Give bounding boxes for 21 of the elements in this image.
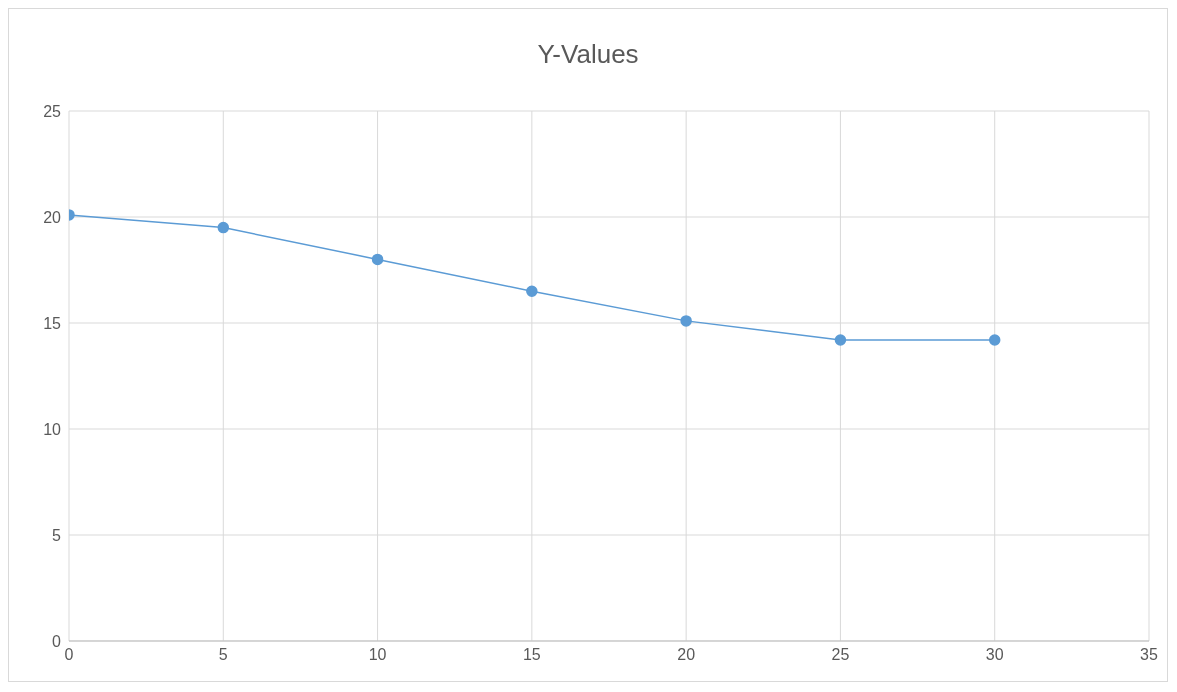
- x-tick-label: 15: [522, 646, 541, 664]
- point: [834, 334, 847, 346]
- y-tick-label: 15: [43, 314, 62, 332]
- y-tick-label: 20: [43, 208, 62, 226]
- chart-title: Y-Values: [536, 38, 640, 71]
- point: [217, 221, 230, 234]
- x-tick-label: 20: [677, 646, 696, 664]
- point: [680, 315, 692, 327]
- point: [371, 253, 384, 266]
- point: [988, 334, 1001, 346]
- x-tick-label: 25: [831, 646, 850, 664]
- y-tick-label: 5: [52, 526, 62, 544]
- y-tick-label: 10: [43, 420, 62, 438]
- point: [526, 285, 538, 297]
- x-tick-label: 35: [1140, 646, 1158, 664]
- x-tick-label: 0: [64, 646, 74, 664]
- y-tick-label: 25: [43, 102, 62, 120]
- x-tick-label: 5: [218, 646, 228, 664]
- y-tick-label: 0: [52, 632, 62, 650]
- x-tick-label: 10: [368, 646, 387, 664]
- x-tick-label: 30: [985, 646, 1004, 664]
